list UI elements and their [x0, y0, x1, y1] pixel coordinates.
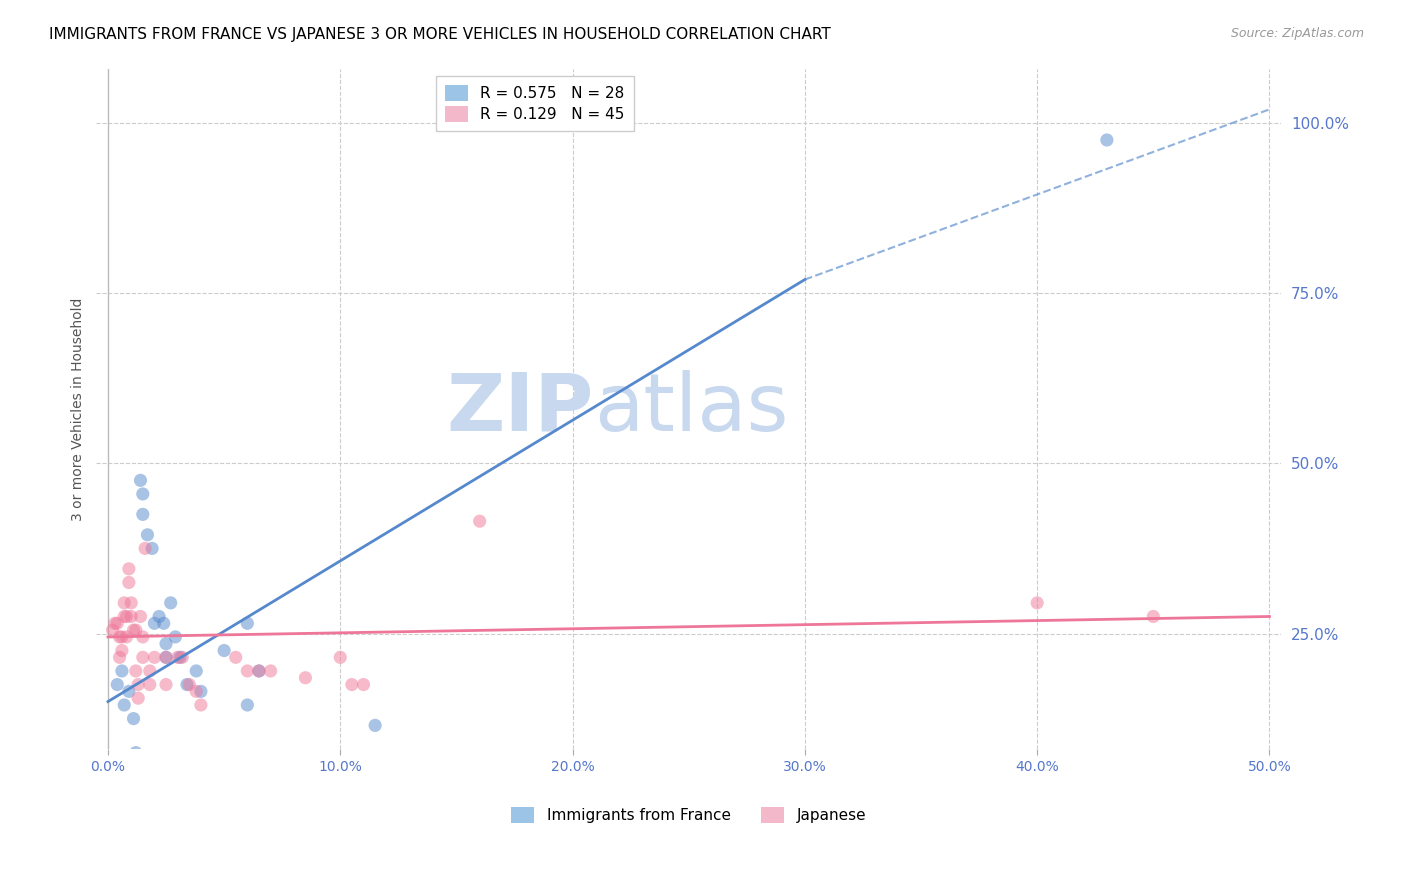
Point — [152, 616, 174, 631]
Point — [101, 623, 124, 637]
Point — [108, 630, 131, 644]
Point — [143, 650, 166, 665]
Point — [132, 508, 155, 522]
Point — [186, 684, 208, 698]
Point — [132, 630, 155, 644]
Point — [112, 596, 135, 610]
Y-axis label: 3 or more Vehicles in Household: 3 or more Vehicles in Household — [72, 297, 86, 521]
Point — [125, 623, 148, 637]
Point — [155, 650, 177, 665]
Point — [111, 643, 134, 657]
Point — [1095, 133, 1118, 147]
Point — [125, 746, 148, 760]
Point — [190, 698, 212, 712]
Point — [159, 596, 181, 610]
Point — [136, 528, 159, 542]
Point — [115, 609, 138, 624]
Point — [468, 514, 491, 528]
Point — [1026, 596, 1049, 610]
Text: IMMIGRANTS FROM FRANCE VS JAPANESE 3 OR MORE VEHICLES IN HOUSEHOLD CORRELATION C: IMMIGRANTS FROM FRANCE VS JAPANESE 3 OR … — [49, 27, 831, 42]
Point — [105, 677, 128, 691]
Point — [259, 664, 281, 678]
Point — [247, 664, 270, 678]
Point — [115, 630, 138, 644]
Point — [129, 474, 152, 488]
Point — [118, 575, 141, 590]
Point — [169, 650, 191, 665]
Point — [236, 616, 259, 631]
Point — [1142, 609, 1164, 624]
Point — [132, 650, 155, 665]
Point — [148, 609, 170, 624]
Point — [127, 691, 149, 706]
Legend: Immigrants from France, Japanese: Immigrants from France, Japanese — [502, 797, 875, 832]
Point — [247, 664, 270, 678]
Point — [143, 616, 166, 631]
Point — [141, 541, 163, 556]
Point — [186, 664, 208, 678]
Point — [104, 616, 127, 631]
Point — [122, 712, 145, 726]
Point — [129, 609, 152, 624]
Point — [294, 671, 316, 685]
Point — [340, 677, 363, 691]
Point — [179, 677, 201, 691]
Point — [225, 650, 247, 665]
Point — [118, 562, 141, 576]
Point — [125, 664, 148, 678]
Point — [105, 616, 128, 631]
Point — [155, 650, 177, 665]
Point — [134, 541, 156, 556]
Text: atlas: atlas — [593, 370, 789, 448]
Point — [364, 718, 387, 732]
Point — [236, 698, 259, 712]
Point — [212, 643, 235, 657]
Point — [165, 630, 187, 644]
Point — [172, 650, 194, 665]
Point — [122, 623, 145, 637]
Point — [155, 637, 177, 651]
Point — [120, 596, 142, 610]
Point — [118, 684, 141, 698]
Point — [139, 664, 162, 678]
Point — [111, 630, 134, 644]
Point — [112, 698, 135, 712]
Point — [108, 650, 131, 665]
Point — [120, 609, 142, 624]
Text: ZIP: ZIP — [447, 370, 593, 448]
Point — [353, 677, 375, 691]
Point — [236, 664, 259, 678]
Point — [111, 664, 134, 678]
Point — [155, 677, 177, 691]
Text: Source: ZipAtlas.com: Source: ZipAtlas.com — [1230, 27, 1364, 40]
Point — [176, 677, 198, 691]
Point — [112, 609, 135, 624]
Point — [132, 487, 155, 501]
Point — [329, 650, 352, 665]
Point — [190, 684, 212, 698]
Point — [127, 677, 149, 691]
Point — [166, 650, 188, 665]
Point — [139, 677, 162, 691]
